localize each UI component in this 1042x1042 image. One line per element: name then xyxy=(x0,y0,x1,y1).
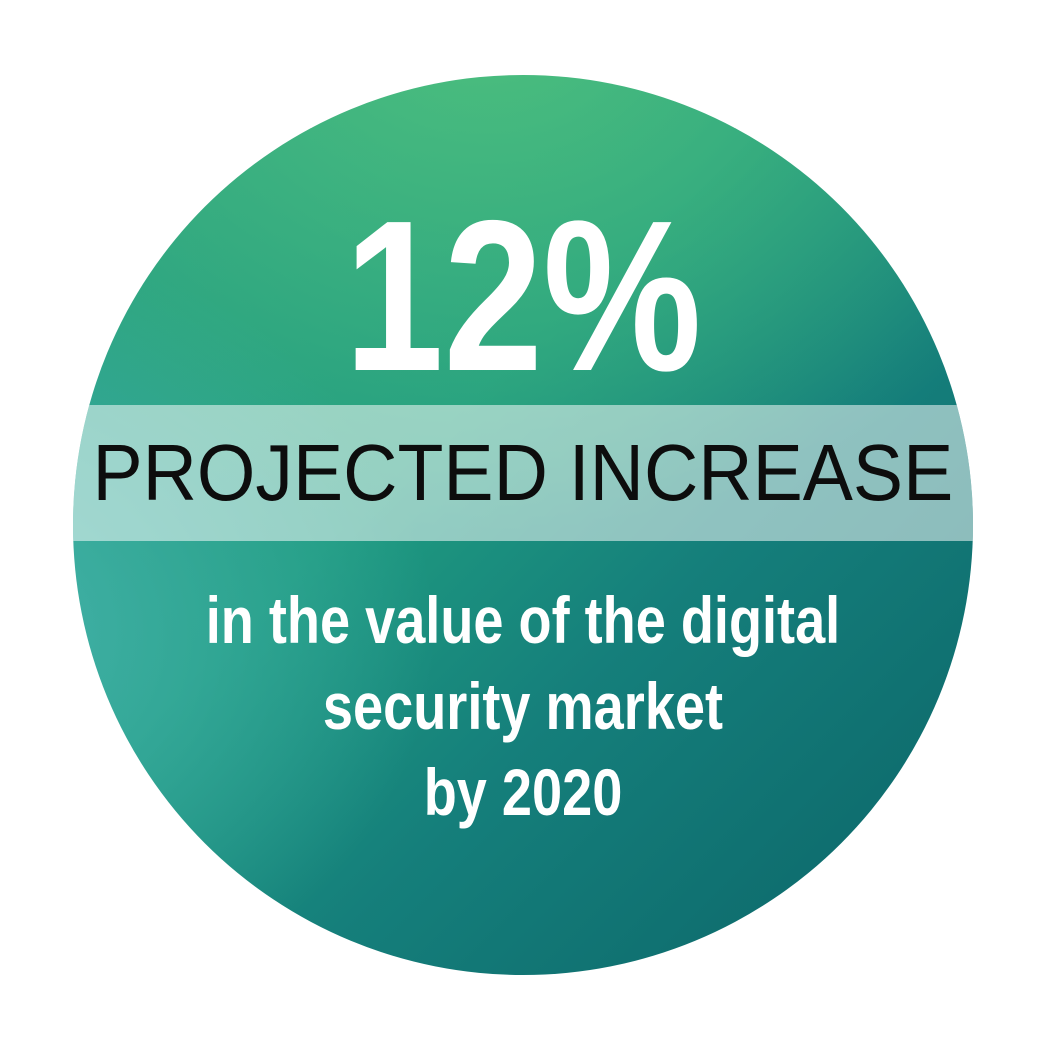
stat-circle: 12% PROJECTED INCREASE in the value of t… xyxy=(73,75,973,975)
description-line-2: security market xyxy=(322,669,724,743)
stat-value: 12% xyxy=(344,175,702,416)
description-line-3: by 2020 xyxy=(423,755,623,829)
description-line-1: in the value of the digital xyxy=(205,583,841,657)
band-label: PROJECTED INCREASE xyxy=(92,428,954,517)
stat-description: in the value of the digital security mar… xyxy=(154,577,892,835)
label-band: PROJECTED INCREASE xyxy=(73,405,973,541)
